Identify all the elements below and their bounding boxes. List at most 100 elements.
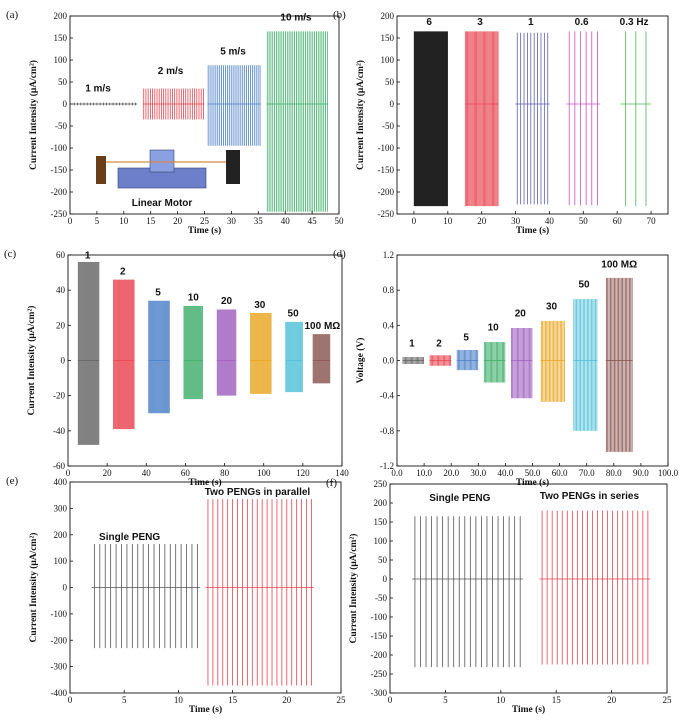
x-tick-label: 20 (607, 695, 617, 705)
series-label: 2 m/s (158, 66, 184, 77)
chart-panel: 1 2 5 10 20 30 50 100 MΩ 0.0 10.0 20.0 30.0 40.0 50.0… (333, 248, 679, 488)
y-tick-label: -20 (53, 391, 65, 401)
x-tick-label: 80 (220, 468, 230, 478)
panel-label: (d) (333, 248, 346, 260)
series-trace (413, 31, 448, 207)
series-label: 30 (546, 302, 558, 313)
series-label: 1 (409, 338, 415, 349)
x-tick-label: 10.0 (416, 468, 432, 478)
series-trace (113, 279, 135, 430)
x-tick-label: 5 (122, 695, 127, 705)
series-label: 100 MΩ (304, 321, 340, 332)
series-label: 30 (254, 300, 266, 311)
y-tick-label: 200 (381, 11, 395, 21)
y-tick-label: 60 (56, 250, 66, 260)
y-tick-label: 100 (381, 55, 395, 65)
plot-frame (396, 15, 669, 215)
series-trace (429, 355, 452, 366)
y-tick-label: -100 (51, 609, 68, 619)
x-tick-label: 0 (68, 216, 73, 226)
y-tick-label: -150 (378, 165, 395, 175)
x-tick-label: 40 (142, 468, 152, 478)
x-tick-label: 15 (146, 216, 156, 226)
series-trace (540, 320, 566, 402)
series-label: Two PENGs in parallel (205, 487, 311, 498)
y-tick-label: 50 (385, 77, 395, 87)
y-tick-label: 100 (54, 556, 68, 566)
y-tick-label: -150 (371, 631, 388, 641)
x-tick-label: 5 (443, 695, 448, 705)
series-label: 0.3 Hz (620, 17, 649, 28)
x-tick-label: 45 (308, 216, 318, 226)
y-tick-label: 100 (374, 536, 388, 546)
series-label: 100 MΩ (601, 259, 637, 270)
series-label: 1 m/s (85, 84, 111, 95)
x-tick-label: 0 (412, 216, 417, 226)
x-axis-label: Time (s) (189, 704, 222, 715)
x-axis-label: Time (s) (516, 477, 549, 488)
linear-motor-inset: Linear Motor (96, 149, 240, 209)
x-tick-label: 0 (66, 468, 71, 478)
y-tick-label: -200 (51, 635, 68, 645)
panel-label: (b) (333, 9, 346, 21)
series-label: 10 (188, 293, 200, 304)
series-trace (620, 31, 652, 207)
x-tick-label: 25 (200, 216, 210, 226)
x-tick-label: 50 (579, 216, 589, 226)
x-tick-label: 120 (296, 468, 310, 478)
series-trace (205, 499, 314, 686)
y-tick-label: 200 (54, 11, 68, 21)
y-tick-label: -60 (53, 461, 65, 471)
y-tick-label: -200 (51, 187, 68, 197)
series-trace (566, 31, 601, 206)
series-label: 1 (528, 17, 534, 28)
series-label: 1 (85, 251, 91, 262)
series-trace (250, 313, 272, 394)
y-tick-label: 0 (61, 356, 66, 366)
x-tick-label: 25 (337, 695, 347, 705)
y-axis-label: Voltage (V) (355, 338, 366, 384)
chart-panel: 1 m/s 2 m/s 5 m/s 10 m/s Linear Motor 0 5 10 15 2… (6, 9, 344, 236)
series-trace (216, 309, 237, 396)
x-tick-label: 60 (613, 216, 623, 226)
x-tick-label: 40 (545, 216, 555, 226)
x-tick-label: 10 (119, 216, 129, 226)
series-trace (573, 298, 598, 431)
series-trace (72, 102, 138, 106)
series-trace (91, 543, 201, 649)
x-tick-label: 90.0 (633, 468, 649, 478)
series-label: 20 (515, 309, 527, 320)
x-tick-label: 15 (228, 695, 238, 705)
x-tick-label: 60.0 (552, 468, 568, 478)
x-tick-label: 50.0 (525, 468, 541, 478)
x-tick-label: 10 (443, 216, 453, 226)
x-tick-label: 10 (174, 695, 184, 705)
panel-label: (c) (4, 248, 17, 260)
x-tick-label: 50 (335, 216, 345, 226)
series-trace (412, 516, 523, 668)
series-label: 0.6 (575, 17, 589, 28)
series-trace (312, 334, 331, 384)
x-tick-label: 100 (257, 468, 271, 478)
series-label: 5 m/s (220, 47, 246, 58)
panel-label: (e) (6, 475, 19, 487)
series-trace (456, 349, 479, 371)
chart-panel: 6 3 1 0.6 0.3 Hz 0 10 20 30 40 50 60 70 -250 -200 -150 -… (333, 9, 669, 236)
series-label: Two PENGs in series (540, 491, 640, 502)
y-tick-label: 150 (381, 33, 395, 43)
series-trace (266, 31, 329, 212)
x-tick-label: 0 (68, 695, 73, 705)
series-trace (207, 65, 261, 146)
x-axis-label: Time (s) (188, 477, 221, 488)
y-tick-label: 20 (56, 320, 66, 330)
y-tick-label: 100 (54, 55, 68, 65)
y-tick-label: -50 (55, 121, 67, 131)
y-tick-label: 250 (374, 479, 388, 489)
chart-panel: Single PENG Two PENGs in series 0 5 10 15 20 25… (326, 477, 672, 715)
series-label: 20 (221, 296, 233, 307)
x-axis-label: Time (s) (516, 225, 549, 236)
x-tick-label: 5 (95, 216, 100, 226)
y-tick-label: -200 (371, 650, 388, 660)
series-label: 10 m/s (280, 12, 312, 23)
series-trace (510, 327, 533, 399)
